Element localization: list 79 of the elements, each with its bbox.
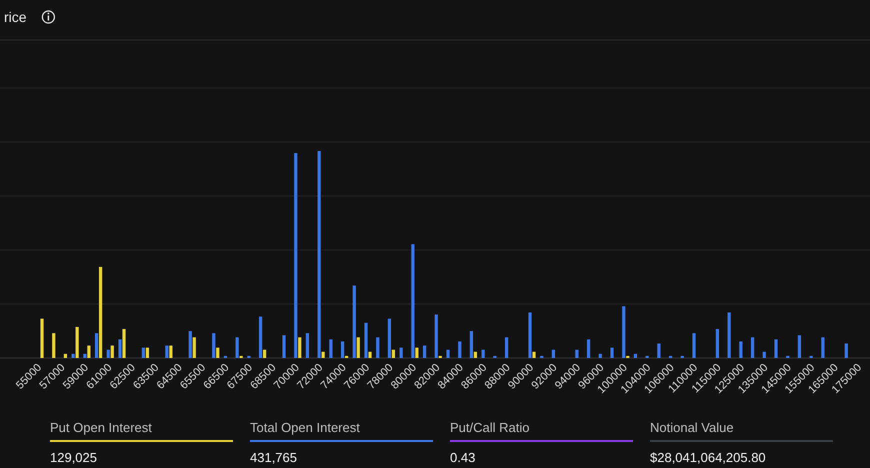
bar: [188, 331, 192, 358]
bar: [586, 339, 590, 358]
bar: [598, 354, 602, 358]
bar: [692, 333, 696, 358]
bar: [422, 346, 426, 358]
bar: [610, 348, 614, 358]
bar: [482, 350, 485, 358]
bar: [368, 352, 372, 358]
bar: [110, 346, 114, 358]
bar: [216, 348, 220, 358]
bar: [76, 326, 79, 358]
text: Notional Value: [650, 420, 734, 435]
text: 129,025: [50, 450, 97, 465]
bar: [434, 314, 438, 358]
bar: [552, 350, 556, 358]
bar: [64, 354, 68, 358]
bar: [532, 352, 536, 358]
bar: [821, 337, 824, 358]
bar: [212, 333, 216, 358]
bar: [258, 316, 262, 358]
bar: [122, 329, 126, 358]
bar: [728, 312, 731, 358]
text: $28,041,064,205.80: [650, 450, 766, 465]
bar: [528, 312, 532, 358]
bar: [146, 348, 150, 358]
bar: [294, 153, 298, 358]
bar: [98, 266, 102, 358]
bar: [118, 339, 122, 358]
bar: [306, 333, 310, 358]
bar: [192, 337, 196, 358]
bar: [774, 339, 778, 358]
bar: [356, 337, 360, 358]
bar: [411, 244, 414, 358]
bar: [282, 335, 286, 358]
bar: [657, 344, 660, 358]
text: Put Open Interest: [50, 420, 152, 435]
bar: [504, 337, 508, 358]
bar: [329, 339, 332, 358]
text: 0.43: [450, 450, 476, 465]
bar: [376, 337, 380, 358]
bar: [322, 352, 325, 358]
bar: [87, 346, 90, 358]
bar: [400, 348, 403, 358]
bar: [388, 318, 392, 358]
chart-title: rice: [4, 9, 27, 25]
bar: [94, 333, 98, 358]
text: 431,765: [250, 450, 297, 465]
bar: [364, 322, 368, 358]
bar: [236, 337, 239, 358]
bar: [72, 354, 75, 358]
bar: [844, 344, 848, 358]
bar: [318, 151, 321, 358]
bar: [716, 329, 720, 358]
bar: [750, 337, 754, 358]
bar: [165, 346, 168, 358]
bar: [340, 341, 344, 358]
bar: [798, 335, 802, 358]
bar: [634, 354, 638, 358]
text: Total Open Interest: [250, 420, 360, 435]
text: Put/Call Ratio: [450, 420, 530, 435]
bar: [622, 306, 626, 358]
bar: [739, 341, 742, 358]
bar: [106, 350, 110, 358]
bar: [298, 337, 302, 358]
bar: [52, 333, 56, 358]
bar: [392, 350, 396, 358]
bar: [40, 318, 44, 358]
bar: [415, 348, 418, 358]
bar: [470, 331, 474, 358]
bar: [575, 350, 578, 358]
bar: [83, 354, 86, 358]
bar: [474, 352, 478, 358]
bar: [352, 286, 356, 358]
bar: [262, 350, 266, 358]
bar: [142, 348, 146, 358]
bar: [446, 350, 450, 358]
bar: [762, 352, 766, 358]
bar: [458, 341, 462, 358]
bar: [169, 346, 172, 358]
